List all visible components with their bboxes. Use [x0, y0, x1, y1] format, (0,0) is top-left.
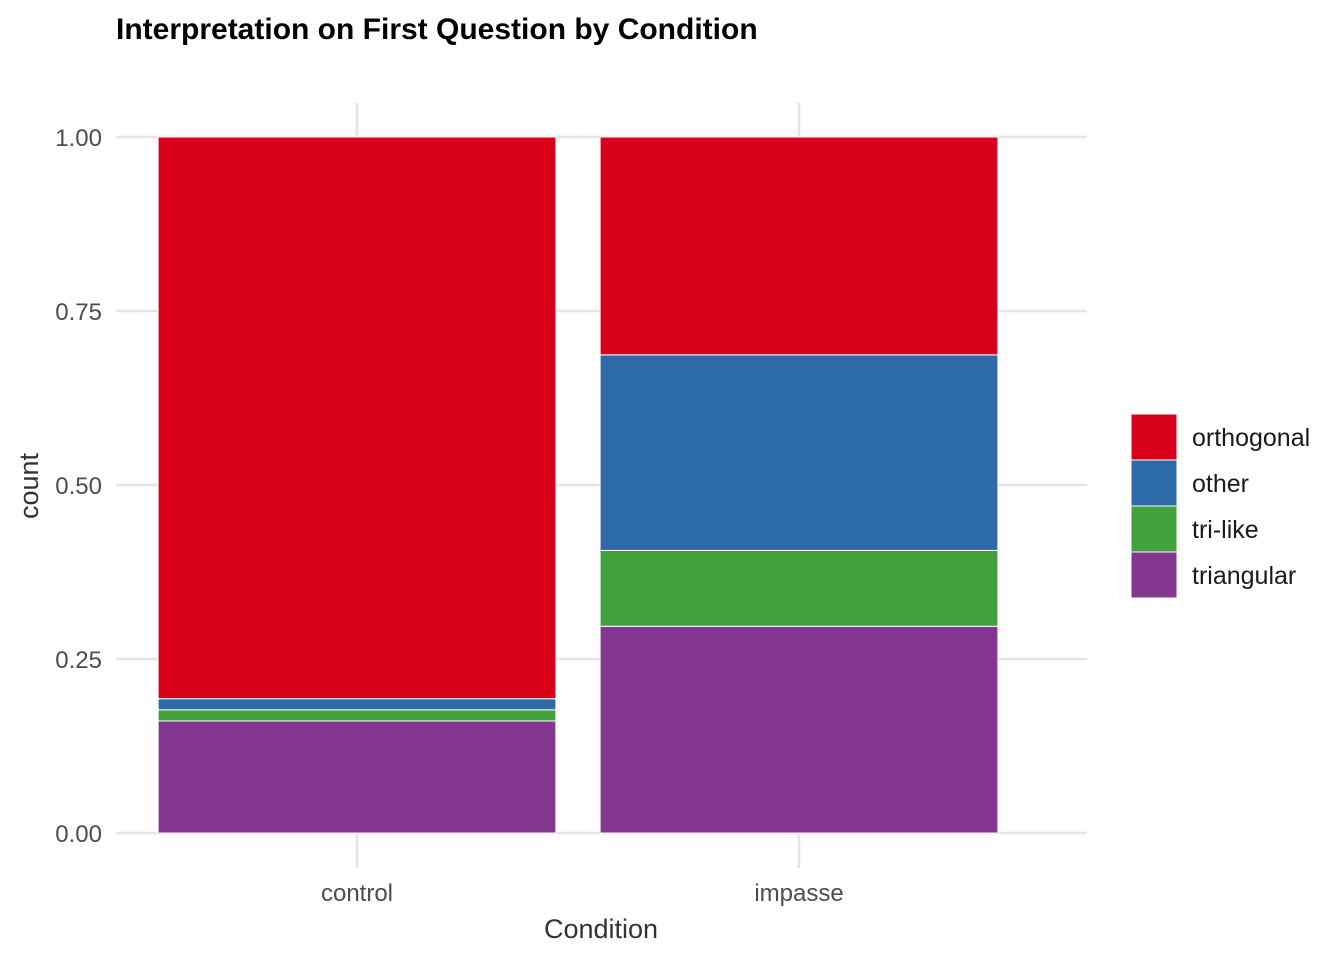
y-tick-label: 0.00: [55, 821, 102, 848]
bar-segment-impasse-orthogonal: [599, 136, 999, 356]
y-tick-label: 0.25: [55, 647, 102, 674]
bar-segment-impasse-other: [599, 354, 999, 551]
y-tick-label: 0.75: [55, 299, 102, 326]
y-tick-label: 0.50: [55, 473, 102, 500]
chart-title: Interpretation on First Question by Cond…: [116, 13, 758, 46]
legend-key-triangular: [1130, 551, 1178, 599]
legend-key-orthogonal: [1130, 413, 1178, 461]
bar-segment-control-other: [157, 698, 557, 711]
bar-segment-control-triangular: [157, 720, 557, 834]
bar-segment-impasse-triangular: [599, 625, 999, 834]
legend-label: orthogonal: [1192, 424, 1310, 452]
legend: orthogonal other tri-like triangular: [1130, 413, 1310, 599]
x-tick-label: control: [321, 880, 393, 907]
x-tick-label: impasse: [754, 880, 843, 907]
y-axis-ticks: 0.00 0.25 0.50 0.75 1.00: [55, 125, 102, 848]
x-axis-title: Condition: [544, 914, 658, 944]
legend-label: other: [1192, 470, 1249, 498]
legend-key-other: [1130, 459, 1178, 507]
y-tick-label: 1.00: [55, 125, 102, 152]
bar-segment-control-orthogonal: [157, 136, 557, 700]
bars: [157, 136, 999, 834]
legend-label: tri-like: [1192, 516, 1259, 544]
bar-segment-control-tri-like: [157, 709, 557, 722]
y-axis-title: count: [14, 452, 44, 519]
legend-label: triangular: [1192, 562, 1296, 590]
legend-key-tri-like: [1130, 505, 1178, 553]
x-axis-ticks: control impasse: [321, 880, 844, 907]
bar-segment-impasse-tri-like: [599, 549, 999, 627]
